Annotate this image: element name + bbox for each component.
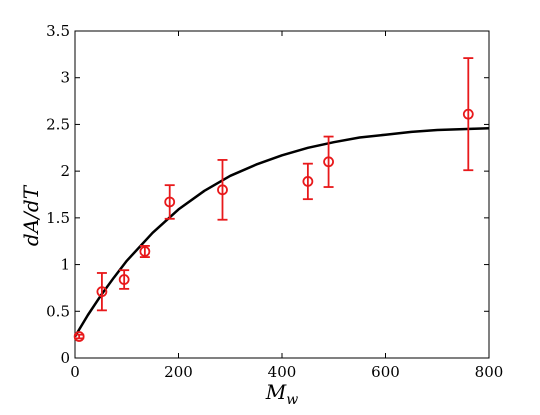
tick-layer: 0 200 400 600 800 0 0.5 1 1.5 2 2.5 3 3.5 xyxy=(46,22,503,381)
y-axis-label: dA/dT xyxy=(19,184,43,246)
data-marker xyxy=(323,156,334,168)
data-marker xyxy=(139,246,151,257)
data-point xyxy=(323,135,334,188)
x-axis-label: Mw xyxy=(265,380,298,408)
data-point xyxy=(73,331,85,342)
y-tick-label: 2.5 xyxy=(46,115,70,133)
data-marker xyxy=(164,196,176,208)
y-tick-label: 1 xyxy=(60,256,70,274)
data-points-layer xyxy=(73,57,474,342)
y-tick-label: 0.5 xyxy=(46,302,70,320)
data-marker xyxy=(302,176,314,187)
data-point xyxy=(462,57,474,172)
data-marker xyxy=(96,286,108,298)
data-point xyxy=(96,272,108,312)
x-tick-label: 800 xyxy=(475,363,504,381)
plot-frame xyxy=(74,30,490,359)
x-tick-label: 0 xyxy=(70,363,80,381)
data-marker xyxy=(217,184,228,196)
x-tick-label: 600 xyxy=(371,363,400,381)
fit-curve xyxy=(73,126,490,338)
x-tick-label: 200 xyxy=(164,363,193,381)
y-tick-label: 0 xyxy=(60,349,70,367)
fit-curve-layer xyxy=(73,126,490,338)
data-point xyxy=(164,184,176,220)
data-point xyxy=(302,162,314,201)
data-marker xyxy=(73,331,85,342)
data-point xyxy=(217,159,228,221)
plot-axes xyxy=(74,30,490,359)
data-point xyxy=(118,269,130,290)
data-point xyxy=(139,244,151,258)
y-tick-label: 1.5 xyxy=(46,209,70,227)
x-tick-label: 400 xyxy=(268,363,297,381)
y-tick-label: 2 xyxy=(60,162,70,180)
y-tick-label: 3 xyxy=(60,69,70,87)
y-tick-label: 3.5 xyxy=(46,22,70,40)
data-marker xyxy=(118,274,130,285)
data-marker xyxy=(462,108,474,120)
